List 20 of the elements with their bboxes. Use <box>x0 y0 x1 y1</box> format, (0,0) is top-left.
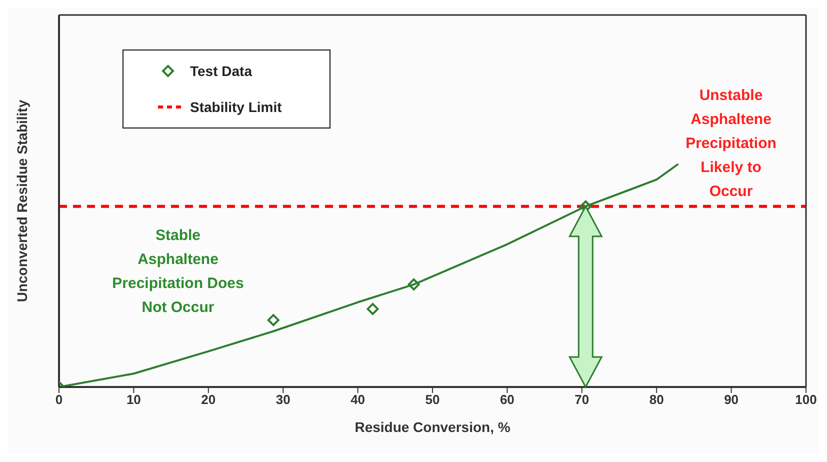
x-axis-title: Residue Conversion, % <box>354 419 511 435</box>
x-tick-label: 90 <box>724 392 739 408</box>
legend-label: Test Data <box>190 63 252 79</box>
annotation: Stable Asphaltene Precipitation Does Not Occur <box>112 227 244 316</box>
y-axis-title: Unconverted Residue Stability <box>14 100 30 302</box>
x-tick-label: 60 <box>500 392 514 408</box>
x-tick-label: 70 <box>574 392 590 408</box>
x-tick-label: 80 <box>649 392 664 408</box>
x-tick-label: 10 <box>126 392 141 408</box>
x-tick-label: 40 <box>350 392 366 408</box>
point <box>267 314 280 326</box>
x-tick-label: 30 <box>276 392 290 408</box>
x-tick-label: 50 <box>425 392 440 408</box>
x-tick-label: 0 <box>55 392 63 408</box>
point <box>366 302 379 315</box>
annotation: Unstable Asphaltene Precipitation Likely to Occur <box>686 87 776 200</box>
x-tick-label: 20 <box>201 392 216 408</box>
legend-label: Stability Limit <box>190 99 282 115</box>
point <box>408 278 420 290</box>
x-tick-label: 100 <box>795 392 817 408</box>
